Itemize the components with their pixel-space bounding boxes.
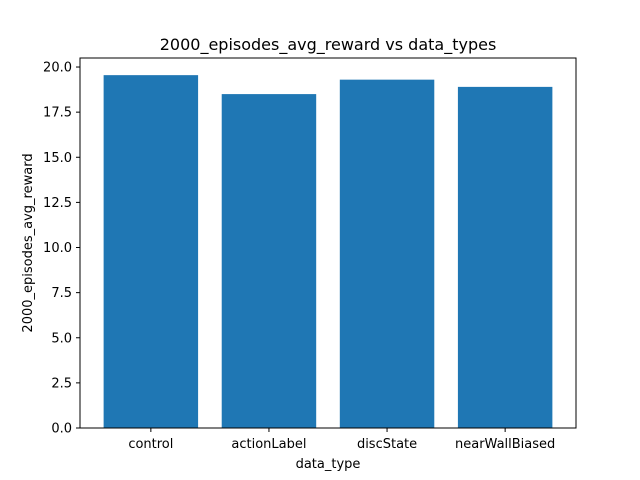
y-tick-label: 2.5 <box>51 376 72 391</box>
x-tick-label: nearWallBiased <box>455 437 555 452</box>
bar-control <box>103 75 199 429</box>
y-tick-label: 20.0 <box>43 61 72 76</box>
chart-title: 2000_episodes_avg_reward vs data_types <box>160 35 497 55</box>
y-tick-label: 15.0 <box>43 151 72 166</box>
y-tick-label: 17.5 <box>43 106 72 121</box>
bars-group <box>103 75 553 429</box>
x-axis-ticks: control actionLabel discState nearWallBiase… <box>128 428 555 452</box>
bar-nearWallBiased <box>457 86 553 428</box>
bar-actionLabel <box>221 94 317 428</box>
bar-discState <box>339 79 435 428</box>
x-tick-label: discState <box>357 437 417 452</box>
x-tick-label: actionLabel <box>231 437 306 452</box>
plot-frame <box>79 57 577 429</box>
y-axis-ticks: 0.0 2.5 5.0 7.5 10.0 12.5 15.0 17.5 20.0 <box>43 61 80 437</box>
y-tick-label: 12.5 <box>43 196 72 211</box>
y-axis-label: 2000_episodes_avg_reward <box>21 153 36 332</box>
y-tick-label: 10.0 <box>43 241 72 256</box>
y-tick-label: 0.0 <box>51 422 72 437</box>
y-tick-label: 5.0 <box>51 331 72 346</box>
x-tick-label: control <box>128 437 173 452</box>
y-tick-label: 7.5 <box>51 286 72 301</box>
x-axis-label: data_type <box>296 457 361 472</box>
